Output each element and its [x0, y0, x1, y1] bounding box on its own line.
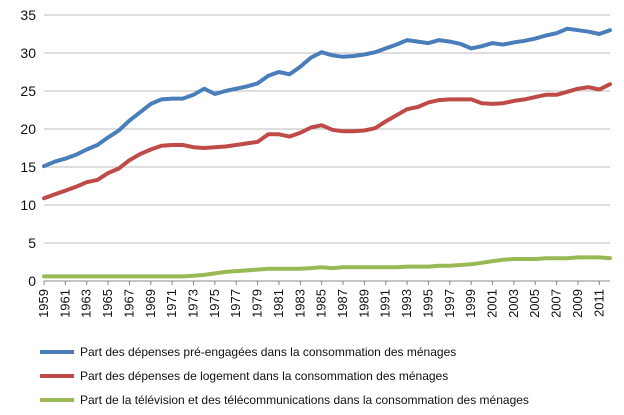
series-line-logement	[42, 82, 612, 201]
legend-swatch-logement	[40, 374, 74, 378]
x-tick-label: 1963	[79, 289, 94, 318]
x-tick-label: 2005	[527, 289, 542, 318]
x-tick-label: 1979	[250, 289, 265, 318]
legend-label-telecom: Part de la télévision et des télécommuni…	[80, 393, 529, 407]
x-tick-label: 1999	[463, 289, 478, 318]
x-tick-label: 2007	[549, 289, 564, 318]
legend-swatch-preengagees	[40, 350, 74, 354]
x-tick-label: 1985	[314, 289, 329, 318]
x-axis: 1959 1961 1963 1965 1967 1969 1971 1973 1975 1977…	[36, 281, 606, 318]
x-tick-label: 1965	[100, 289, 115, 318]
legend-label-preengagees: Part des dépenses pré-engagées dans la c…	[80, 345, 457, 359]
legend-label-logement: Part des dépenses de logement dans la co…	[80, 369, 449, 383]
legend-item-telecom: Part de la télévision et des télécommuni…	[40, 388, 529, 412]
x-tick-label: 1981	[271, 289, 286, 318]
x-tick-label: 2009	[570, 289, 585, 318]
x-tick-label: 1987	[335, 289, 350, 318]
x-tick-label: 1959	[36, 289, 51, 318]
x-tick-label: 1961	[57, 289, 72, 318]
legend-item-logement: Part des dépenses de logement dans la co…	[40, 364, 529, 388]
series-line-telecom	[42, 255, 612, 279]
legend: Part des dépenses pré-engagées dans la c…	[40, 340, 529, 412]
x-tick-label: 1977	[228, 289, 243, 318]
legend-item-preengagees: Part des dépenses pré-engagées dans la c…	[40, 340, 529, 364]
y-axis: 0 5 10 15 20 25 30 35	[20, 7, 36, 289]
x-tick-label: 2001	[485, 289, 500, 318]
x-tick-label: 1993	[399, 289, 414, 318]
y-tick-label: 10	[20, 197, 36, 213]
legend-swatch-telecom	[40, 398, 74, 402]
y-tick-label: 35	[20, 7, 36, 23]
y-tick-label: 15	[20, 159, 36, 175]
x-tick-label: 1973	[186, 289, 201, 318]
series-lines	[42, 26, 612, 279]
x-tick-label: 1991	[378, 289, 393, 318]
y-tick-label: 20	[20, 121, 36, 137]
x-tick-label: 1989	[356, 289, 371, 318]
y-tick-label: 25	[20, 83, 36, 99]
y-tick-label: 5	[28, 235, 36, 251]
x-tick-label: 1969	[143, 289, 158, 318]
x-tick-label: 1967	[121, 289, 136, 318]
x-tick-label: 1997	[442, 289, 457, 318]
series-line-preengagees	[42, 26, 612, 169]
x-tick-label: 2003	[506, 289, 521, 318]
x-tick-label: 1983	[292, 289, 307, 318]
x-tick-label: 1975	[207, 289, 222, 318]
x-tick-label: 1995	[420, 289, 435, 318]
x-tick-label: 1971	[164, 289, 179, 318]
y-tick-label: 0	[28, 273, 36, 289]
x-tick-label: 2011	[591, 289, 606, 317]
y-tick-label: 30	[20, 45, 36, 61]
